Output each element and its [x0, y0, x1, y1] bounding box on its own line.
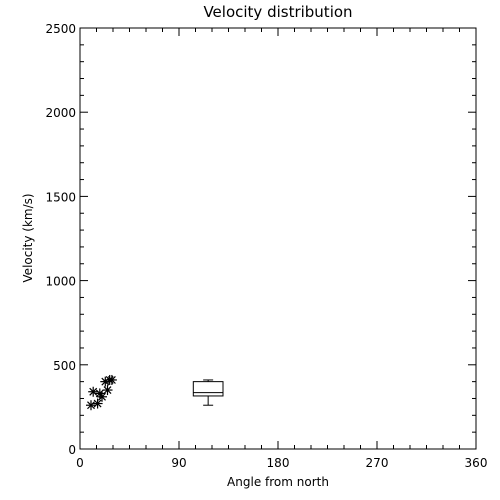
x-tick-label: 180 [267, 456, 290, 470]
chart-title: Velocity distribution [203, 3, 352, 21]
scatter-points [86, 374, 117, 411]
axis-tick-labels: 0 90 180 270 360 0 500 1000 1500 2000 2500 [45, 22, 487, 470]
y-tick-label: 1000 [45, 275, 76, 289]
data-point [100, 376, 111, 387]
x-tick-label: 270 [366, 456, 389, 470]
axis-ticks [79, 27, 477, 450]
x-axis-label: Angle from north [227, 475, 329, 489]
y-tick-label: 0 [68, 443, 76, 457]
data-point [86, 400, 96, 411]
data-point [88, 386, 99, 397]
data-point [102, 385, 113, 396]
data-point [92, 398, 103, 409]
plot-frame [79, 27, 477, 450]
y-tick-label: 500 [53, 359, 76, 373]
box-plot [192, 379, 224, 406]
y-tick-label: 2500 [45, 22, 76, 36]
box-iqr [192, 381, 224, 397]
x-tick-label: 90 [171, 456, 186, 470]
data-point [94, 388, 105, 399]
y-tick-label: 2000 [45, 106, 76, 120]
y-tick-label: 1500 [45, 190, 76, 204]
x-tick-label: 0 [76, 456, 84, 470]
x-tick-label: 360 [465, 456, 488, 470]
data-point [106, 374, 117, 385]
y-axis-label: Velocity (km/s) [21, 193, 35, 282]
data-point [97, 391, 107, 402]
